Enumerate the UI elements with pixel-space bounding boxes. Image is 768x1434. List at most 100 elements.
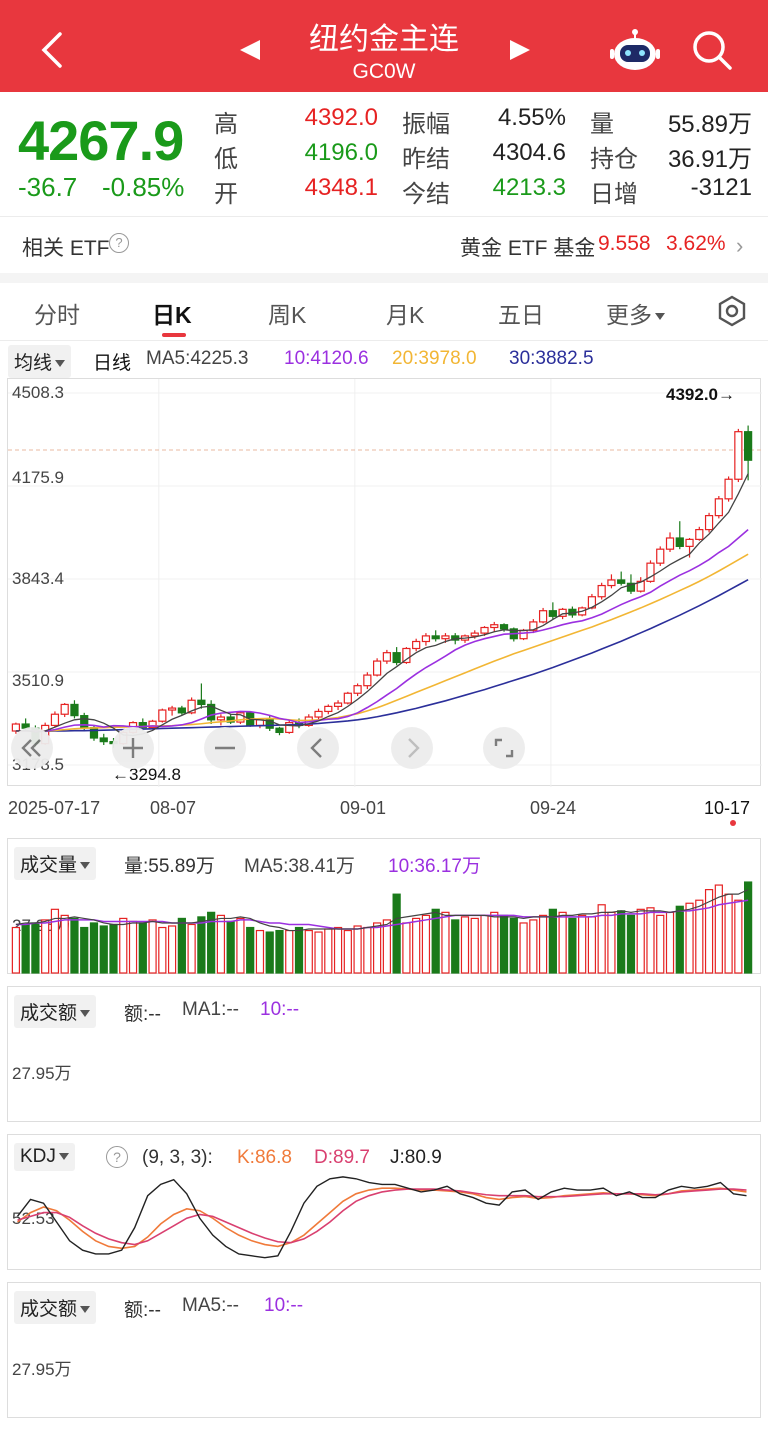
- amount-ma10: 10:--: [260, 999, 300, 1020]
- kdj-d-line: [17, 1188, 747, 1246]
- quote-label: 持仓: [590, 146, 638, 173]
- scroll-left-fast-button[interactable]: [11, 727, 53, 769]
- quote-value: 4392.0: [304, 104, 378, 131]
- kline-panel[interactable]: 4508.3 4175.9 3843.4 3510.9 3178.5 4392.…: [7, 378, 762, 787]
- caret-down-icon: [55, 360, 66, 368]
- volume-bar: [656, 914, 665, 974]
- candlestick-chart: [8, 379, 762, 787]
- volume-bar: [392, 893, 401, 974]
- related-etf-row[interactable]: 相关 ETF ? 黄金 ETF 基金 9.558 3.62% ›: [0, 217, 768, 273]
- robot-assistant-icon[interactable]: [610, 28, 660, 72]
- zoom-in-button[interactable]: [112, 727, 154, 769]
- candle: [50, 713, 60, 727]
- volume-bar: [724, 893, 733, 974]
- candle: [89, 727, 99, 739]
- volume-bar: [431, 908, 440, 974]
- kdj-params: (9, 3, 3):: [142, 1147, 213, 1168]
- fullscreen-button[interactable]: [483, 727, 525, 769]
- volume-bar: [587, 916, 597, 974]
- candle: [597, 584, 606, 598]
- candle: [548, 610, 557, 617]
- volume-bar: [529, 919, 538, 974]
- minus-icon: [215, 746, 235, 750]
- volume-bar: [470, 917, 479, 974]
- quote-label: 高: [214, 111, 238, 138]
- volume-bar: [636, 908, 645, 974]
- candle: [402, 647, 411, 664]
- amount2-selector-label: 成交额: [20, 1299, 78, 1320]
- volume-bar: [441, 911, 450, 974]
- next-contract-icon[interactable]: [510, 40, 530, 60]
- scroll-right-button[interactable]: [391, 727, 433, 769]
- kdj-d: D:89.7: [314, 1147, 370, 1168]
- candle: [392, 652, 401, 664]
- tab-five-day[interactable]: 五日: [498, 302, 544, 328]
- volume-bar: [265, 931, 274, 974]
- volume-bar: [490, 911, 499, 974]
- kdj-chart: [16, 1176, 747, 1259]
- quote-label: 昨结: [402, 146, 450, 173]
- candle: [226, 716, 235, 723]
- kdj-j-line: [16, 1176, 747, 1259]
- tab-weekly[interactable]: 周K: [268, 302, 307, 328]
- candle: [412, 640, 421, 650]
- indicator-selector[interactable]: 均线: [8, 345, 72, 378]
- volume-chart: [11, 881, 753, 974]
- instrument-code: GC0W: [352, 60, 416, 83]
- volume-selector[interactable]: 成交量: [14, 847, 97, 880]
- candle: [480, 626, 489, 634]
- settings-hexagon-icon[interactable]: [716, 295, 748, 327]
- y-tick-2: 4175.9: [12, 468, 64, 487]
- tab-more[interactable]: 更多: [606, 296, 665, 330]
- amount-panel-2[interactable]: 成交额 额:-- MA5:-- 10:-- 27.95万: [7, 1282, 761, 1418]
- candle: [285, 722, 294, 734]
- scroll-left-button[interactable]: [297, 727, 339, 769]
- prev-contract-icon[interactable]: [240, 40, 260, 60]
- amount2-ma5: MA5:--: [182, 1295, 239, 1316]
- volume-bar: [665, 911, 675, 974]
- candle: [314, 710, 323, 718]
- volume-panel[interactable]: 成交量 量:55.89万 MA5:38.41万 10:36.17万 27.95万: [7, 838, 761, 974]
- kdj-panel[interactable]: KDJ ? (9, 3, 3): K:86.8 D:89.7 J:80.9 52…: [7, 1134, 761, 1270]
- volume-bar: [197, 916, 206, 974]
- candle: [607, 579, 616, 587]
- y-tick-3: 3843.4: [12, 569, 64, 588]
- candle: [519, 629, 528, 640]
- caret-down-icon: [655, 313, 665, 321]
- quote-value: 4348.1: [304, 174, 378, 201]
- candle: [734, 431, 743, 480]
- volume-bar: [304, 929, 313, 974]
- search-icon[interactable]: [690, 28, 734, 72]
- kdj-k-line: [17, 1187, 747, 1250]
- amount-selector[interactable]: 成交额: [14, 995, 97, 1028]
- last-price: 4267.9: [18, 109, 184, 172]
- amount-panel[interactable]: 成交额 额:-- MA1:-- 10:-- 27.95万: [7, 986, 761, 1122]
- volume-bar: [538, 914, 548, 974]
- volume-bar: [421, 914, 431, 974]
- help-icon[interactable]: ?: [109, 233, 129, 253]
- candle: [353, 685, 362, 694]
- volume-bar: [548, 908, 557, 974]
- amount2-selector[interactable]: 成交额: [14, 1291, 97, 1324]
- volume-bar: [519, 922, 528, 974]
- tab-daily[interactable]: 日K: [152, 302, 192, 328]
- ma5-value: MA5:4225.3: [146, 348, 249, 369]
- date-label-1: 2025-07-17: [8, 798, 101, 818]
- kdj-help-icon[interactable]: ?: [106, 1146, 128, 1168]
- tab-intraday[interactable]: 分时: [34, 302, 80, 328]
- zoom-out-button[interactable]: [204, 727, 246, 769]
- quote-value: 4213.3: [492, 174, 566, 201]
- volume-bar: [285, 929, 294, 974]
- volume-bar: [177, 917, 186, 974]
- quote-value: -3121: [690, 174, 752, 201]
- volume-bar: [236, 917, 245, 974]
- chevron-right-icon[interactable]: ›: [736, 233, 744, 258]
- vol-ma5-line: [15, 889, 749, 932]
- kdj-selector[interactable]: KDJ: [14, 1143, 75, 1171]
- back-icon[interactable]: [34, 28, 68, 72]
- caret-down-icon: [58, 1153, 69, 1161]
- quote-label: 今结: [402, 181, 450, 208]
- volume-bar: [167, 925, 177, 974]
- tab-monthly[interactable]: 月K: [386, 302, 425, 328]
- candle: [265, 719, 274, 729]
